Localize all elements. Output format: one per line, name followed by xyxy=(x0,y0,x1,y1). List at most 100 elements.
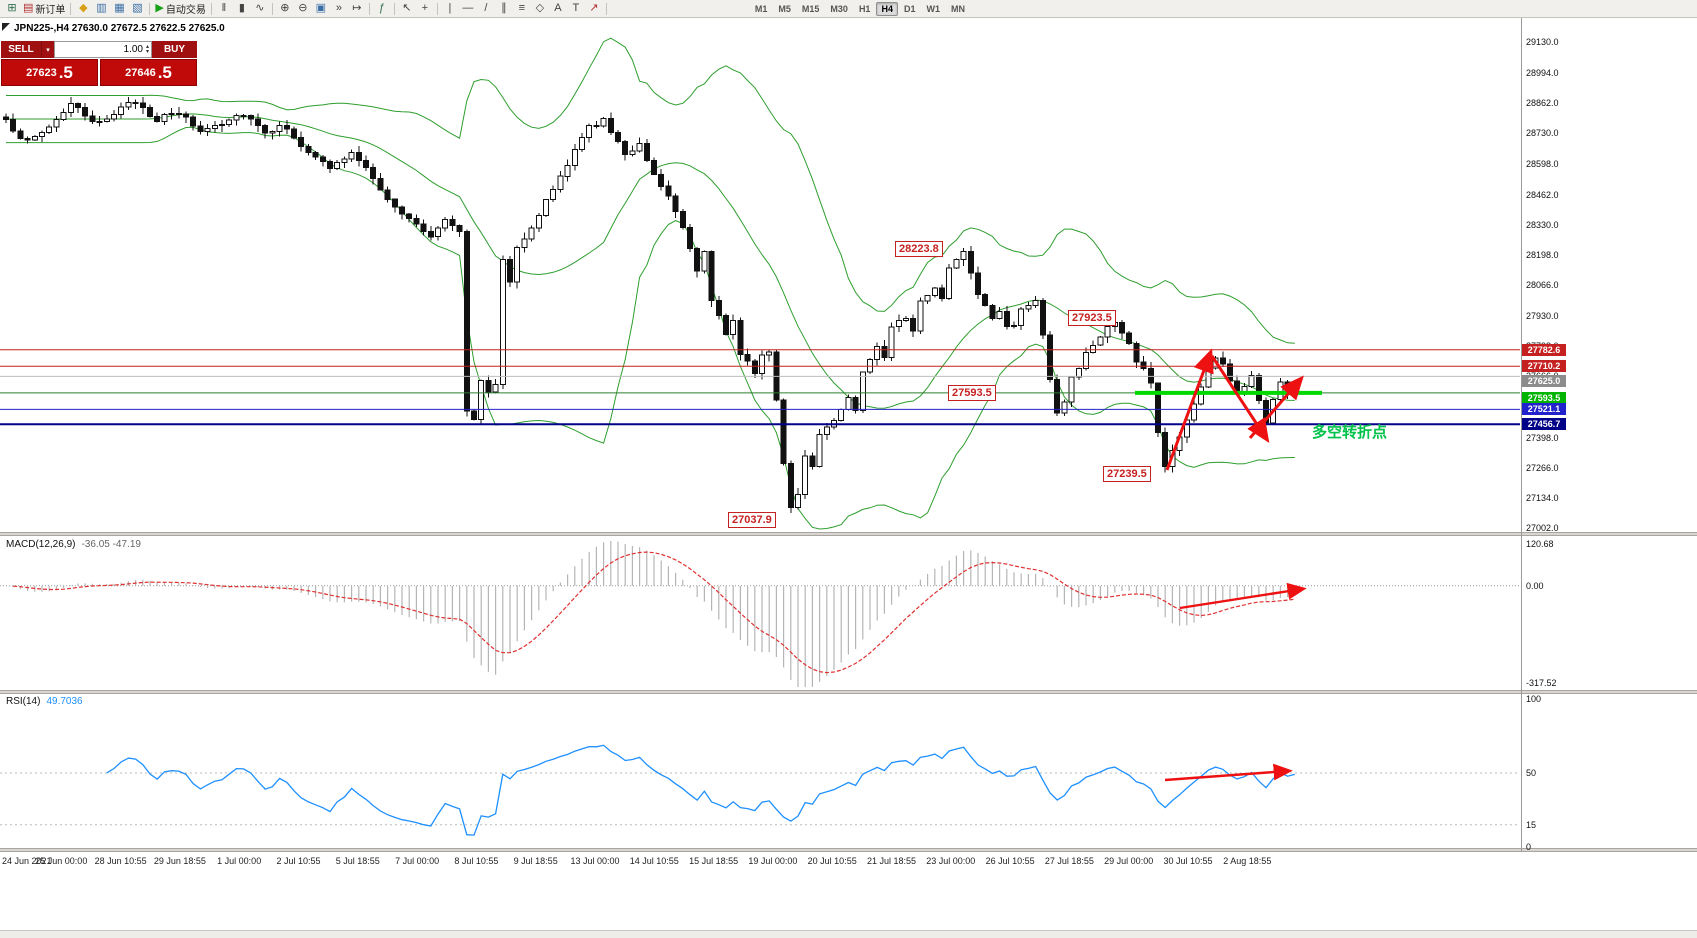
one-click-trading-panel: SELL ▾ 1.00 ▴ ▾ BUY 27623 .5 27646 .5 xyxy=(1,41,197,86)
macd-axis-min-label: -317.52 xyxy=(1526,678,1557,688)
chart-shift-icon[interactable]: ↦ xyxy=(348,1,366,17)
volume-input[interactable]: 1.00 ▴ ▾ xyxy=(54,41,152,58)
time-axis-label: 24 Jun 2021 xyxy=(2,856,52,866)
sell-button[interactable]: SELL xyxy=(1,41,41,58)
sell-price-frac: .5 xyxy=(58,62,73,82)
bar-chart-mode-icon[interactable]: ‖ xyxy=(215,1,233,17)
timeframe-m1[interactable]: M1 xyxy=(754,3,768,14)
vertical-line-icon[interactable]: | xyxy=(441,1,459,17)
time-axis-label: 19 Jul 00:00 xyxy=(748,856,798,866)
price-callout: 27593.5 xyxy=(948,384,996,401)
candlestick-mode-icon[interactable]: ▮ xyxy=(233,1,251,17)
time-axis-label: 15 Jul 18:55 xyxy=(689,856,739,866)
timeframe-d1[interactable]: D1 xyxy=(903,3,916,14)
time-axis-label: 14 Jul 10:55 xyxy=(629,856,679,866)
rsi-axis-label: 15 xyxy=(1526,819,1537,830)
time-axis-label: 28 Jun 10:55 xyxy=(94,856,147,866)
volume-spinner[interactable]: ▴ ▾ xyxy=(145,43,149,55)
timeframe-group: M1 M5 M15 M30 H1 H4 D1 W1 MN xyxy=(750,1,970,16)
line-chart-mode-icon[interactable]: ∿ xyxy=(251,1,269,17)
new-order-button[interactable]: ▤ 新订单 xyxy=(21,1,67,17)
price-axis-label: 28994.0 xyxy=(1526,68,1559,79)
auto-scroll-icon[interactable]: » xyxy=(330,1,348,17)
bar-chart-mode-icon: ‖ xyxy=(221,2,227,14)
zoom-in-icon: ⊕ xyxy=(280,2,290,14)
text-label-icon[interactable]: T xyxy=(567,1,585,17)
rsi-value: 49.7036 xyxy=(46,696,83,707)
sell-options-dropdown[interactable]: ▾ xyxy=(41,41,54,58)
timeframe-m15[interactable]: M15 xyxy=(801,3,820,14)
navigator-icon[interactable]: ▧ xyxy=(128,1,146,17)
toolbar-separator xyxy=(70,2,72,15)
new-chart-icon[interactable]: ⊞ xyxy=(3,1,21,17)
rsi-axis-label: 50 xyxy=(1526,768,1537,778)
chart-canvas[interactable] xyxy=(0,18,1697,938)
time-axis-label: 20 Jul 10:55 xyxy=(807,856,857,866)
horizontal-scrollbar[interactable] xyxy=(0,930,1697,938)
shapes-icon: ◇ xyxy=(535,2,545,14)
zoom-out-icon[interactable]: ⊖ xyxy=(294,1,312,17)
rsi-axis-label: 0 xyxy=(1526,842,1532,852)
price-axis-label: 28198.0 xyxy=(1526,249,1559,260)
price-callout: 27037.9 xyxy=(728,511,776,528)
price-axis-label: 28730.0 xyxy=(1526,128,1559,139)
chart-overlay: JPN225-,H4 27630.0 27672.5 27622.5 27625… xyxy=(0,18,1697,938)
timeframe-mn[interactable]: MN xyxy=(950,3,965,14)
buy-button[interactable]: BUY xyxy=(152,41,197,58)
timeframe-m30[interactable]: M30 xyxy=(830,3,848,14)
auto-trading-label: 自动交易 xyxy=(165,5,206,16)
panel-separator-timeaxis[interactable] xyxy=(0,848,1697,852)
price-tag: 27521.1 xyxy=(1522,403,1566,416)
crosshair-icon[interactable]: + xyxy=(416,1,434,17)
toolbar: ⊞ ▤ 新订单 ◆ ▥ ▦ ▧ ▶ 自动交易 ‖ ▮ ∿ ⊕ ⊖ ▣» ↦ ƒ ↖ + | — / ∥ ≡ ◇ A T ↗ M1 M5 M1… xyxy=(0,0,1697,18)
time-axis-label: 29 Jul 00:00 xyxy=(1104,856,1154,866)
equidistant-channel-icon: ∥ xyxy=(501,2,507,14)
equidistant-channel-icon[interactable]: ∥ xyxy=(495,1,513,17)
shapes-icon[interactable]: ◇ xyxy=(531,1,549,17)
text-icon[interactable]: A xyxy=(549,1,567,17)
price-axis-border xyxy=(1521,18,1522,852)
chevron-down-icon: ▾ xyxy=(46,46,50,54)
fibonacci-icon[interactable]: ≡ xyxy=(513,1,531,17)
price-axis-label: 27266.0 xyxy=(1526,462,1559,473)
cursor-icon[interactable]: ↖ xyxy=(398,1,416,17)
market-watch-icon[interactable]: ▥ xyxy=(92,1,110,17)
rsi-trend-arrow[interactable] xyxy=(1164,763,1293,782)
trend-arrows[interactable] xyxy=(1165,348,1304,471)
macd-values: -36.05 -47.19 xyxy=(81,539,141,550)
arrows-tool-icon[interactable]: ↗ xyxy=(585,1,603,17)
trade-panel-collapse-icon[interactable] xyxy=(2,23,10,31)
time-axis-label: 30 Jul 10:55 xyxy=(1163,856,1213,866)
price-axis-label: 27398.0 xyxy=(1526,432,1559,443)
panel-separator-rsi[interactable] xyxy=(0,690,1697,694)
rsi-line xyxy=(106,744,1295,836)
toolbar-separator xyxy=(210,2,212,15)
auto-trading-button[interactable]: ▶ 自动交易 xyxy=(153,1,207,17)
tile-windows-icon[interactable]: ▣ xyxy=(312,1,330,17)
timeframe-h4[interactable]: H4 xyxy=(876,1,898,16)
panel-separator-macd[interactable] xyxy=(0,532,1697,536)
macd-trend-arrow[interactable] xyxy=(1179,582,1307,610)
toolbar-separator xyxy=(605,2,607,15)
toolbar-separator xyxy=(368,2,370,15)
timeframe-m5[interactable]: M5 xyxy=(778,3,791,14)
zoom-in-icon[interactable]: ⊕ xyxy=(276,1,294,17)
horizontal-line-icon[interactable]: — xyxy=(459,1,477,17)
buy-price-display[interactable]: 27646 .5 xyxy=(100,59,197,86)
candlestick-mode-icon: ▮ xyxy=(238,2,245,14)
rsi-name: RSI(14) xyxy=(6,696,41,707)
price-axis-label: 27134.0 xyxy=(1526,492,1559,503)
new-order-icon: ▤ xyxy=(23,2,34,14)
trendline-icon[interactable]: / xyxy=(477,1,495,17)
sell-price-main: 27623 xyxy=(26,66,57,79)
data-window-icon[interactable]: ▦ xyxy=(110,1,128,17)
timeframe-w1[interactable]: W1 xyxy=(926,3,940,14)
favorites-icon[interactable]: ◆ xyxy=(74,1,92,17)
trendline-icon: / xyxy=(484,2,488,14)
timeframe-h1[interactable]: H1 xyxy=(858,3,871,14)
indicators-icon[interactable]: ƒ xyxy=(373,1,391,17)
data-window-icon: ▦ xyxy=(114,2,125,14)
sell-price-display[interactable]: 27623 .5 xyxy=(1,59,98,86)
new-order-label: 新订单 xyxy=(35,5,66,16)
price-tag: 27593.5 xyxy=(1522,391,1566,404)
